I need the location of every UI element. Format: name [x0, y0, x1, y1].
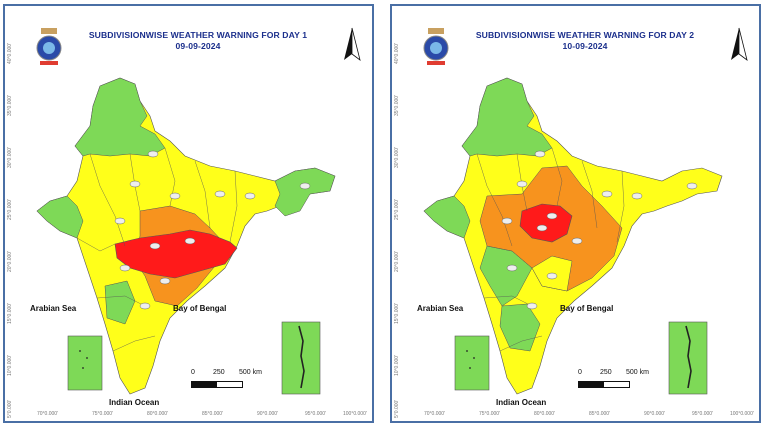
- lat-tick: 30°0.000': [7, 146, 13, 168]
- india-map: [36, 27, 361, 395]
- lon-tick: 80°0.000': [147, 411, 169, 417]
- lon-tick: 70°0.000': [424, 411, 446, 417]
- lat-tick: 25°0.000': [7, 198, 13, 220]
- lat-tick: 40°0.000': [394, 42, 400, 64]
- lat-tick: 20°0.000': [394, 250, 400, 272]
- bay-of-bengal-label: Bay of Bengal: [560, 304, 614, 313]
- red-warning-region: [519, 203, 573, 243]
- scale-label: 500 km: [239, 369, 262, 376]
- lon-tick: 70°0.000': [37, 411, 59, 417]
- scale-label: 0: [191, 369, 195, 376]
- arabian-sea-label: Arabian Sea: [30, 304, 77, 313]
- south-green-region: [499, 303, 541, 352]
- north-arrow-icon: [731, 27, 748, 61]
- gujarat-green-region: [423, 195, 471, 239]
- lon-tick: 85°0.000': [589, 411, 611, 417]
- lon-tick: 80°0.000': [534, 411, 556, 417]
- scale-bar: 0 250 500 km: [191, 369, 281, 388]
- lon-tick: 75°0.000': [92, 411, 114, 417]
- red-warning-region: [114, 229, 238, 279]
- lon-tick: 100°0.000': [730, 411, 754, 417]
- emblem-icon: [36, 28, 62, 65]
- title-date: 09-09-2024: [175, 41, 221, 51]
- lon-tick: 95°0.000': [305, 411, 327, 417]
- lakshadweep-inset: [67, 335, 103, 391]
- lat-tick: 10°0.000': [7, 354, 13, 376]
- scale-label: 250: [213, 369, 225, 376]
- north-green-region: [74, 77, 166, 157]
- north-arrow-icon: [344, 27, 361, 61]
- warning-map-day-1: SUBDIVISIONWISE WEATHER WARNING FOR DAY …: [3, 4, 374, 423]
- scale-label: 500 km: [626, 369, 649, 376]
- india-map: [423, 27, 748, 395]
- west-green-region: [104, 280, 136, 325]
- indian-ocean-label: Indian Ocean: [109, 398, 160, 407]
- gujarat-green-region: [36, 195, 84, 239]
- north-green-region: [461, 77, 553, 157]
- lon-tick: 95°0.000': [692, 411, 714, 417]
- map-title: SUBDIVISIONWISE WEATHER WARNING FOR DAY …: [63, 30, 333, 52]
- title-date: 10-09-2024: [562, 41, 608, 51]
- lat-tick: 5°0.000': [394, 399, 400, 418]
- lon-tick: 90°0.000': [644, 411, 666, 417]
- northeast-green-region: [274, 167, 336, 217]
- lat-tick: 25°0.000': [394, 198, 400, 220]
- lat-tick: 30°0.000': [394, 146, 400, 168]
- lat-tick: 35°0.000': [394, 94, 400, 116]
- indian-ocean-label: Indian Ocean: [496, 398, 547, 407]
- lat-tick: 15°0.000': [7, 302, 13, 324]
- lat-tick: 10°0.000': [394, 354, 400, 376]
- lon-tick: 85°0.000': [202, 411, 224, 417]
- emblem-icon: [423, 28, 449, 65]
- warning-map-day-2: SUBDIVISIONWISE WEATHER WARNING FOR DAY …: [390, 4, 761, 423]
- lakshadweep-inset: [454, 335, 490, 391]
- scale-label: 0: [578, 369, 582, 376]
- title-line-1: SUBDIVISIONWISE WEATHER WARNING FOR DAY …: [475, 30, 695, 40]
- cloud-rain-icon: [501, 150, 698, 310]
- scale-label: 250: [600, 369, 612, 376]
- lon-tick: 75°0.000': [479, 411, 501, 417]
- subdivision-lines: [476, 147, 625, 352]
- lon-tick: 90°0.000': [257, 411, 279, 417]
- map-title: SUBDIVISIONWISE WEATHER WARNING FOR DAY …: [450, 30, 720, 52]
- lat-tick: 35°0.000': [7, 94, 13, 116]
- scale-bar: 0 250 500 km: [578, 369, 668, 388]
- title-line-1: SUBDIVISIONWISE WEATHER WARNING FOR DAY …: [88, 30, 308, 40]
- arabian-sea-label: Arabian Sea: [417, 304, 464, 313]
- lat-tick: 15°0.000': [394, 302, 400, 324]
- lon-tick: 100°0.000': [343, 411, 367, 417]
- lat-tick: 20°0.000': [7, 250, 13, 272]
- lat-tick: 5°0.000': [7, 399, 13, 418]
- cloud-rain-icon: [114, 150, 311, 310]
- bay-of-bengal-label: Bay of Bengal: [173, 304, 227, 313]
- lat-tick: 40°0.000': [7, 42, 13, 64]
